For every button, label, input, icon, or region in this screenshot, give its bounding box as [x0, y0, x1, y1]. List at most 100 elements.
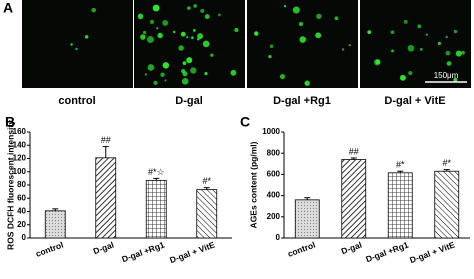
cell-spot	[164, 79, 167, 82]
cell-spot	[268, 54, 272, 59]
panel-label: B	[5, 114, 15, 130]
error-bar	[52, 208, 59, 211]
cell-spot	[304, 80, 310, 86]
error-bar	[443, 169, 450, 172]
significance-label: #*	[202, 176, 211, 186]
micrograph	[247, 0, 358, 88]
y-tick-label: 400	[267, 191, 281, 200]
x-tick-label: D-gal	[92, 240, 115, 257]
bar	[387, 172, 413, 239]
cell-spot	[143, 30, 147, 35]
cell-spot	[204, 71, 208, 76]
cell-spot	[403, 19, 408, 24]
cell-spot	[234, 27, 239, 33]
significance-label: ##	[349, 146, 359, 156]
y-tick-label: 60	[17, 193, 26, 202]
cell-spot	[408, 70, 413, 76]
cell-spot	[202, 40, 210, 48]
cell-spot	[419, 48, 423, 51]
cell-spot	[375, 59, 381, 65]
cell-spot	[197, 38, 200, 41]
y-tick-label: 0	[22, 233, 27, 242]
cell-spot	[186, 36, 189, 39]
significance-label: #*☆	[148, 167, 165, 177]
cell-spot	[162, 20, 169, 26]
image-caption: D-gal +Rg1	[273, 95, 331, 107]
cell-spot	[140, 34, 146, 40]
cell-spot	[445, 50, 451, 56]
cell-spot	[186, 57, 193, 64]
panel-label: C	[240, 114, 250, 130]
error-bar	[350, 157, 357, 160]
cell-spot	[84, 35, 89, 39]
cell-spot	[160, 72, 165, 77]
cell-spot	[461, 50, 465, 55]
cell-spot	[75, 47, 78, 51]
cell-spot	[187, 6, 191, 10]
cell-spot	[254, 31, 259, 36]
y-tick-label: 20	[17, 220, 26, 229]
image-caption: control	[58, 95, 95, 107]
cell-spot	[292, 6, 300, 14]
cell-spot	[180, 31, 186, 37]
cell-spot	[446, 61, 452, 66]
error-bar	[153, 177, 160, 181]
micrograph	[360, 0, 471, 88]
y-tick-label: 120	[13, 154, 27, 163]
cell-spot	[149, 19, 155, 25]
cell-spot	[390, 30, 395, 35]
cell-spot	[197, 33, 204, 40]
y-tick-label: 0	[276, 233, 281, 242]
cell-spot	[399, 74, 406, 81]
y-axis-label: ROS DCFH fluorescent intensity	[5, 120, 15, 250]
image-caption: D-gal	[175, 95, 203, 107]
cell-spot	[334, 16, 339, 21]
cell-spot	[157, 32, 163, 39]
cell-spot	[453, 29, 458, 34]
cell-spot	[137, 13, 144, 20]
cell-spot	[173, 30, 176, 34]
cell-spot	[182, 71, 188, 77]
cell-spot	[144, 73, 148, 76]
cell-spot	[279, 74, 286, 80]
cell-spot	[193, 4, 197, 8]
y-tick-label: 100	[13, 167, 27, 176]
cell-spot	[182, 61, 187, 65]
cell-spot	[298, 22, 303, 27]
cell-spot	[191, 36, 194, 40]
y-tick-label: 160	[13, 127, 27, 136]
x-tick-label: D-gal +Rg1	[120, 240, 166, 265]
x-tick-label: control	[286, 240, 316, 259]
bar	[44, 210, 66, 239]
bar	[294, 199, 320, 239]
y-tick-label: 1000	[262, 127, 280, 136]
cell-spot	[269, 44, 274, 49]
significance-label: ##	[101, 135, 111, 145]
error-bar	[397, 170, 404, 173]
x-tick-label: D-gal + VitE	[168, 239, 216, 265]
cell-spot	[417, 24, 422, 29]
error-bar	[304, 197, 311, 200]
x-tick-label: D-gal	[340, 240, 363, 257]
cell-spot	[316, 13, 322, 20]
cell-spot	[162, 62, 170, 69]
x-tick-label: D-gal +Rg1	[364, 240, 410, 265]
image-caption: D-gal + VitE	[384, 95, 445, 107]
cell-spot	[367, 30, 372, 35]
micrograph	[134, 0, 245, 88]
cell-spot	[407, 44, 415, 52]
cell-spot	[200, 8, 205, 13]
bar	[95, 157, 117, 239]
cell-spot	[146, 36, 154, 44]
micrograph	[22, 0, 133, 88]
cell-spot	[230, 69, 237, 76]
cell-spot	[147, 64, 155, 71]
x-tick-label: control	[34, 240, 64, 259]
cell-spot	[153, 80, 158, 86]
panel-label: A	[3, 0, 13, 16]
cell-spot	[192, 29, 196, 32]
cell-spot	[348, 44, 351, 47]
cell-spot	[91, 7, 97, 13]
y-tick-label: 40	[17, 207, 26, 216]
